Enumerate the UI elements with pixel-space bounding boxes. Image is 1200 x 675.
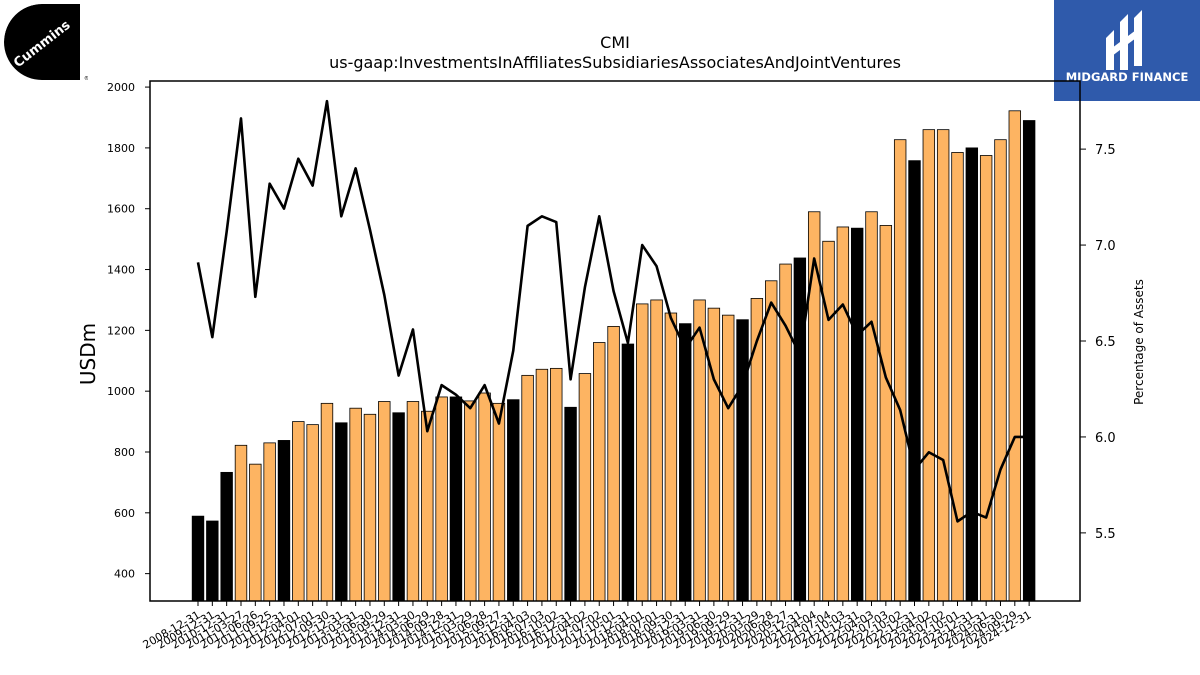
bar xyxy=(593,342,606,602)
bar xyxy=(220,471,233,602)
y-axis-right: 5.5 6.0 6.5 7.0 7.5 xyxy=(1080,143,1116,542)
y2-tick-label: 5.5 xyxy=(1095,527,1116,542)
bar xyxy=(879,225,893,602)
bar xyxy=(664,312,678,602)
bar xyxy=(936,129,950,602)
y2-tick-label: 7.5 xyxy=(1095,143,1116,158)
y-tick-label: 400 xyxy=(114,568,135,581)
bar xyxy=(994,139,1007,602)
bar xyxy=(464,400,477,602)
bar xyxy=(621,343,635,602)
line-group xyxy=(196,99,1030,523)
bar xyxy=(836,226,850,602)
bar xyxy=(478,392,491,602)
y-tick-label: 1200 xyxy=(107,324,135,337)
bar xyxy=(679,323,692,602)
y-tick-label: 1400 xyxy=(107,264,135,277)
x-axis: 2008-12-312009-12-312010-12-312011-03-27… xyxy=(141,601,1034,652)
y-tick-label: 1600 xyxy=(107,203,135,216)
y-tick-label: 600 xyxy=(114,507,135,520)
y-tick-label: 1000 xyxy=(107,385,135,398)
bar xyxy=(908,160,921,602)
bar xyxy=(507,399,520,602)
percentage-of-assets-line xyxy=(196,99,1030,523)
bar xyxy=(736,319,749,602)
bar xyxy=(822,240,835,602)
midgard-finance-logo: MIDGARD FINANCE xyxy=(1054,0,1200,101)
midgard-logo-text: MIDGARD FINANCE xyxy=(1066,70,1189,84)
bar xyxy=(707,307,721,602)
bar xyxy=(392,412,405,602)
y-tick-label: 1800 xyxy=(107,142,135,155)
y2-tick-label: 6.5 xyxy=(1095,335,1116,350)
bar xyxy=(1022,120,1036,602)
bar xyxy=(578,373,592,602)
bar xyxy=(306,424,319,602)
bar xyxy=(865,211,878,602)
bar xyxy=(535,368,549,602)
y-tick-label: 2000 xyxy=(107,81,135,94)
bar xyxy=(349,407,362,602)
chart-subtitle: us-gaap:InvestmentsInAffiliatesSubsidiar… xyxy=(329,53,901,72)
bar xyxy=(807,211,821,602)
bar xyxy=(435,396,448,602)
bar xyxy=(249,463,262,602)
bar xyxy=(191,515,205,602)
bar xyxy=(564,406,577,602)
bar xyxy=(378,401,391,602)
bar xyxy=(449,396,463,602)
bar xyxy=(292,421,305,602)
y-tick-label: 800 xyxy=(114,446,135,459)
bar xyxy=(636,303,649,602)
bar xyxy=(951,152,964,602)
y-axis-left: 400 600 800 1000 1200 1400 1600 1800 2000 xyxy=(107,81,150,581)
bar xyxy=(335,422,348,602)
bar xyxy=(277,440,291,602)
cummins-logo: Cummins ® xyxy=(4,4,88,82)
bars-group xyxy=(191,110,1036,602)
y2-tick-label: 6.0 xyxy=(1095,431,1116,446)
bar xyxy=(1008,110,1022,602)
bar xyxy=(650,299,663,602)
bar xyxy=(779,263,792,602)
bar xyxy=(979,155,993,602)
chart-title: CMI xyxy=(600,33,630,52)
y2-tick-label: 7.0 xyxy=(1095,239,1116,254)
bar xyxy=(893,139,907,602)
bar xyxy=(550,367,563,602)
bar xyxy=(492,402,506,602)
svg-text:®: ® xyxy=(84,75,88,82)
bar xyxy=(765,280,778,602)
bar xyxy=(263,442,276,602)
midgard-mark-icon xyxy=(1106,10,1142,70)
bar xyxy=(922,129,936,602)
bar xyxy=(206,520,219,602)
bar xyxy=(965,147,979,602)
bar xyxy=(320,402,334,602)
bar xyxy=(421,410,434,602)
bar xyxy=(406,401,420,602)
bar xyxy=(722,314,735,602)
bar xyxy=(521,374,534,602)
bar xyxy=(607,325,620,602)
bar xyxy=(850,227,864,602)
bar xyxy=(234,444,248,602)
bar xyxy=(793,257,807,602)
bar xyxy=(363,413,377,602)
